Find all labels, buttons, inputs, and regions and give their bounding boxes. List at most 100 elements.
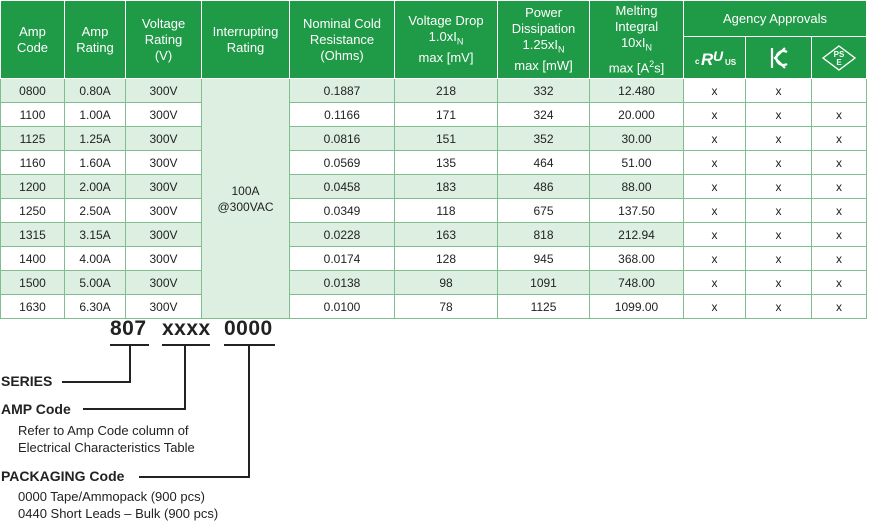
amp-underline: [162, 344, 210, 346]
header-amp-code: Amp Code: [0, 0, 65, 79]
header-melting-integral: Melting Integral 10xIN max [A2s]: [589, 0, 684, 79]
melting-integral-cell: 20.000: [589, 102, 684, 127]
table-row: 1125 1.25A 300V 0.0816 151 352 30.00 x x x: [0, 126, 867, 151]
melting-integral-cell: 212.94: [589, 222, 684, 247]
pse-mark-icon: PS E: [811, 36, 867, 79]
amp-rating-cell: 4.00A: [64, 246, 126, 271]
amp-rating-cell: 2.00A: [64, 174, 126, 199]
ul-approval-cell: x: [683, 246, 746, 271]
melting-integral-cell: 1099.00: [589, 294, 684, 319]
header-power-dissipation: Power Dissipation 1.25xIN max [mW]: [497, 0, 590, 79]
resistance-cell: 0.1166: [289, 102, 395, 127]
part-packaging-code: 0000: [224, 317, 273, 340]
packaging-code-label: PACKAGING Code: [1, 468, 125, 484]
amp-rating-cell: 1.25A: [64, 126, 126, 151]
voltage-drop-cell: 171: [394, 102, 498, 127]
kc-approval-cell: x: [745, 150, 812, 175]
packaging-code-description: 0000 Tape/Ammopack (900 pcs) 0440 Short L…: [18, 489, 219, 521]
ul-approval-cell: x: [683, 294, 746, 319]
kc-approval-cell: x: [745, 102, 812, 127]
amp-code-cell: 1250: [0, 198, 65, 223]
amp-code-description: Refer to Amp Code column of Electrical Ch…: [18, 423, 195, 455]
ul-approval-cell: x: [683, 222, 746, 247]
amp-code-cell: 1100: [0, 102, 65, 127]
svg-text:E: E: [836, 58, 842, 67]
amp-code-cell: 1125: [0, 126, 65, 151]
part-series: 807: [110, 317, 147, 340]
table-row: 1500 5.00A 300V 0.0138 98 1091 748.00 x x x: [0, 270, 867, 295]
voltage-drop-cell: 98: [394, 270, 498, 295]
table-row: 0800 0.80A 300V 100A @300VAC 0.1887 218 332 12.4…: [0, 78, 867, 319]
power-dissipation-cell: 1125: [497, 294, 590, 319]
voltage-drop-cell: 135: [394, 150, 498, 175]
kc-approval-cell: x: [745, 294, 812, 319]
pse-approval-cell: x: [811, 270, 867, 295]
resistance-cell: 0.0458: [289, 174, 395, 199]
kc-approval-cell: x: [745, 78, 812, 103]
power-dissipation-cell: 945: [497, 246, 590, 271]
table-row: 1100 1.00A 300V 0.1166 171 324 20.000 x x x: [0, 102, 867, 127]
power-dissipation-cell: 1091: [497, 270, 590, 295]
amp-rating-cell: 1.60A: [64, 150, 126, 175]
power-dissipation-cell: 332: [497, 78, 590, 103]
amp-rating-cell: 3.15A: [64, 222, 126, 247]
ul-approval-cell: x: [683, 126, 746, 151]
pse-approval-cell: x: [811, 222, 867, 247]
amp-rating-cell: 1.00A: [64, 102, 126, 127]
power-dissipation-cell: 324: [497, 102, 590, 127]
voltage-drop-cell: 183: [394, 174, 498, 199]
svg-text:US: US: [725, 58, 737, 67]
amp-code-cell: 0800: [0, 78, 65, 103]
amp-code-cell: 1400: [0, 246, 65, 271]
resistance-cell: 0.1887: [289, 78, 395, 103]
pse-approval-cell: x: [811, 198, 867, 223]
voltage-drop-cell: 118: [394, 198, 498, 223]
amp-rating-cell: 2.50A: [64, 198, 126, 223]
pse-approval-cell: x: [811, 102, 867, 127]
ul-approval-cell: x: [683, 102, 746, 127]
pse-approval-cell: x: [811, 294, 867, 319]
voltage-rating-cell: 300V: [125, 174, 202, 199]
header-nominal-resistance: Nominal Cold Resistance (Ohms): [289, 0, 395, 79]
svg-text:c: c: [695, 57, 700, 66]
header-voltage-rating: Voltage Rating (V): [125, 0, 202, 79]
resistance-cell: 0.0349: [289, 198, 395, 223]
pse-approval-cell: x: [811, 150, 867, 175]
amp-connector-v: [184, 344, 186, 410]
table-row: 1630 6.30A 300V 0.0100 78 1125 1099.00 x x x: [0, 294, 867, 319]
resistance-cell: 0.0100: [289, 294, 395, 319]
series-label: SERIES: [1, 373, 53, 389]
ul-approval-cell: x: [683, 174, 746, 199]
header-voltage-drop: Voltage Drop 1.0xIN max [mV]: [394, 0, 498, 79]
amp-connector-h: [83, 408, 186, 410]
power-dissipation-cell: 818: [497, 222, 590, 247]
ul-approval-cell: x: [683, 150, 746, 175]
resistance-cell: 0.0174: [289, 246, 395, 271]
kc-approval-cell: x: [745, 126, 812, 151]
power-dissipation-cell: 486: [497, 174, 590, 199]
amp-code-cell: 1160: [0, 150, 65, 175]
voltage-rating-cell: 300V: [125, 78, 202, 103]
voltage-drop-cell: 78: [394, 294, 498, 319]
power-dissipation-cell: 464: [497, 150, 590, 175]
voltage-drop-cell: 128: [394, 246, 498, 271]
ul-approval-cell: x: [683, 78, 746, 103]
table-row: 1200 2.00A 300V 0.0458 183 486 88.00 x x x: [0, 174, 867, 199]
kc-approval-cell: x: [745, 246, 812, 271]
voltage-drop-cell: 218: [394, 78, 498, 103]
svg-text:R: R: [701, 50, 714, 69]
ul-approval-cell: x: [683, 270, 746, 295]
resistance-cell: 0.0138: [289, 270, 395, 295]
series-connector-v: [129, 344, 131, 383]
voltage-rating-cell: 300V: [125, 270, 202, 295]
power-dissipation-cell: 352: [497, 126, 590, 151]
resistance-cell: 0.0569: [289, 150, 395, 175]
amp-code-cell: 1315: [0, 222, 65, 247]
melting-integral-cell: 368.00: [589, 246, 684, 271]
svg-text:PS: PS: [834, 50, 845, 59]
part-amp-code: xxxx: [162, 317, 211, 340]
pse-approval-cell: [811, 78, 867, 103]
kc-approval-cell: x: [745, 198, 812, 223]
series-connector-h: [62, 381, 131, 383]
packaging-connector-v: [248, 344, 250, 478]
